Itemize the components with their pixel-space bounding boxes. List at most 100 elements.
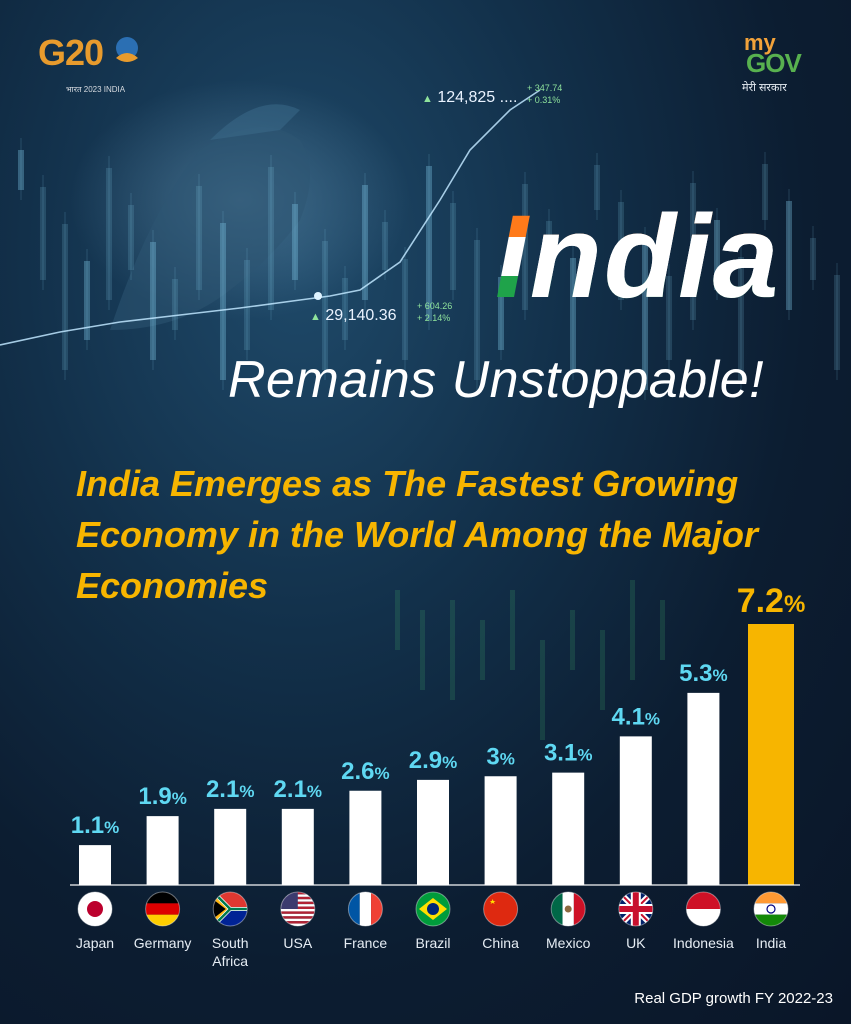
bar-value-number: 3 — [486, 743, 499, 770]
bar-value-unit: % — [307, 782, 322, 801]
headline-subtitle: Remains Unstoppable! — [228, 351, 765, 409]
bar-value-unit: % — [239, 782, 254, 801]
bar-value-number: 2.1 — [206, 776, 239, 803]
bar-value-label: 1.1% — [71, 812, 120, 839]
bar-france — [349, 790, 382, 885]
flag-france-icon — [347, 891, 383, 927]
ticker-mid-change-group: + 604.26 + 2.14% — [417, 300, 452, 324]
bg-candle — [510, 590, 515, 670]
bar-value-number: 7.2 — [737, 582, 784, 620]
bg-candle — [546, 221, 552, 280]
bg-candle — [762, 164, 768, 220]
ticker-top-value: 124,825 .... — [437, 89, 518, 106]
bg-candle — [402, 259, 408, 360]
bg-candle — [196, 186, 202, 290]
bar-value-label: 7.2% — [737, 582, 806, 620]
bg-candle — [362, 185, 368, 300]
country-label: Mexico — [546, 935, 591, 951]
bg-candle — [40, 187, 46, 280]
bar-germany — [146, 816, 179, 885]
bar-value-label: 3.1% — [544, 740, 593, 767]
bg-candle — [810, 238, 816, 280]
bg-candle — [480, 620, 485, 680]
bar-india — [748, 624, 794, 885]
bg-candle — [786, 201, 792, 310]
bg-candle — [660, 600, 665, 660]
bar-value-label: 1.9% — [138, 783, 187, 810]
chart-title: India Emerges as The Fastest Growing Eco… — [76, 463, 759, 606]
bar-value-number: 2.6 — [341, 758, 374, 785]
bg-candle — [594, 165, 600, 210]
bar-value-unit: % — [500, 749, 515, 768]
g20-subtext: भारत 2023 INDIA — [66, 85, 126, 94]
flag-china-icon — [483, 891, 519, 927]
bar-series: 1.1%1.9% 2.1% 2.1%2.6% 2.9% 3% 3.1%4.1%5.3%7.… — [71, 582, 806, 885]
bar-china — [484, 776, 517, 885]
bar-value-unit: % — [784, 591, 805, 618]
flag-india-icon — [753, 891, 789, 927]
bar-value-label: 5.3% — [679, 660, 728, 687]
country-labels: Japan Germany South Africa USA France Brazil Ch… — [76, 935, 786, 969]
bg-candle — [426, 166, 432, 320]
flag-germany-icon — [145, 891, 181, 927]
bg-candle — [618, 202, 624, 300]
bar-value-unit: % — [713, 666, 728, 685]
mygov-subtext: मेरी सरकार — [742, 82, 787, 94]
bg-candle — [834, 275, 840, 370]
bar-value-label: 2.1% — [274, 776, 323, 803]
bar-value-number: 1.9 — [138, 783, 171, 810]
g20-logo-text: G20 — [38, 32, 104, 73]
bg-candle — [600, 630, 605, 710]
flag-mexico-icon — [550, 891, 586, 927]
ticker-top-change-pct: + 0.31% — [527, 95, 561, 105]
footnote: Real GDP growth FY 2022-23 — [634, 990, 833, 1007]
bar-value-number: 5.3 — [679, 660, 712, 687]
bg-candle — [322, 241, 328, 370]
bar-value-number: 3.1 — [544, 740, 577, 767]
bg-candle — [342, 278, 348, 340]
trend-point — [314, 292, 322, 300]
flag-indonesia-icon — [685, 891, 721, 927]
bg-candle — [106, 168, 112, 300]
headline-title-rest: ndia — [529, 191, 781, 323]
bg-candle — [570, 610, 575, 670]
bar-value-unit: % — [645, 709, 660, 728]
bar-value-number: 1.1 — [71, 812, 104, 839]
bg-candle — [128, 205, 134, 270]
lotus-globe-icon — [116, 37, 138, 62]
bg-candle — [738, 257, 744, 380]
bg-candle — [382, 222, 388, 270]
bar-value-number: 4.1 — [612, 703, 645, 730]
bg-candle — [540, 640, 545, 740]
bg-candle — [666, 276, 672, 360]
bg-candle — [570, 258, 576, 370]
bar-value-label: 2.6% — [341, 758, 390, 785]
ticker-top-change: + 347.74 — [527, 83, 563, 93]
up-arrow-icon: ▲ — [422, 93, 433, 105]
mygov-logo-my: my — [744, 30, 776, 55]
country-label: France — [344, 935, 388, 951]
bar-value-unit: % — [577, 746, 592, 765]
bg-candle — [420, 610, 425, 690]
bg-candle — [690, 183, 696, 320]
bg-candle — [150, 242, 156, 360]
flag-south-africa-icon — [212, 891, 248, 927]
flag-usa-icon — [280, 891, 316, 927]
bar-value-unit: % — [375, 764, 390, 783]
country-label: UK — [626, 935, 646, 951]
bg-candle — [450, 600, 455, 700]
up-arrow-icon: ▲ — [310, 311, 321, 323]
flag-japan-icon — [77, 891, 113, 927]
bar-value-label: 3% — [486, 743, 514, 770]
bg-candle — [498, 277, 504, 350]
bg-candle — [18, 150, 24, 190]
bar-south-africa — [214, 808, 247, 885]
ticker-mid-change-pct: + 2.14% — [417, 313, 451, 323]
hand-silhouette — [110, 127, 310, 330]
country-label: India — [756, 935, 787, 951]
bg-candle — [522, 184, 528, 310]
bar-value-unit: % — [172, 789, 187, 808]
country-label: South Africa — [212, 935, 249, 969]
bg-candle — [172, 279, 178, 330]
